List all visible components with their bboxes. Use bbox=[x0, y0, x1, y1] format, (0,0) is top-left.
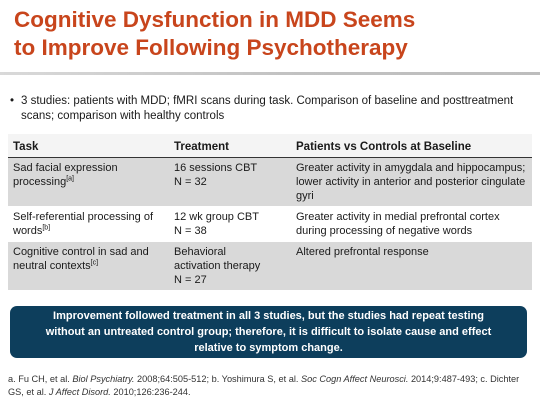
bullet-marker: • bbox=[10, 95, 15, 107]
table-row: Cognitive control in sad and neutral con… bbox=[8, 241, 532, 291]
table-row: Sad facial expression processing[a] 16 s… bbox=[8, 157, 532, 207]
treatment-cell: Behavioral activation therapy N = 27 bbox=[169, 241, 291, 291]
slide-title-line-1: Cognitive Dysfunction in MDD Seems bbox=[14, 7, 416, 32]
finding-cell: Altered prefrontal response bbox=[291, 241, 532, 291]
callout-text: Improvement followed treatment in all 3 … bbox=[45, 310, 492, 354]
finding-cell: Greater activity in amygdala and hippoca… bbox=[291, 157, 532, 207]
references: a. Fu CH, et al. Biol Psychiatry. 2008;6… bbox=[8, 373, 536, 399]
ref-b-text: 2008;64:505-512; b. Yoshimura S, et al. bbox=[134, 374, 301, 384]
task-cell: Cognitive control in sad and neutral con… bbox=[8, 241, 169, 291]
finding-cell: Greater activity in medial prefrontal co… bbox=[291, 206, 532, 242]
bullet-text: 3 studies: patients with MDD; fMRI scans… bbox=[21, 95, 514, 122]
treatment-line: 16 sessions CBT bbox=[174, 162, 258, 174]
treatment-line: 12 wk group CBT bbox=[174, 211, 259, 223]
treatment-cell: 16 sessions CBT N = 32 bbox=[169, 157, 291, 207]
task-text: Sad facial expression processing bbox=[13, 162, 118, 188]
citation-marker: [b] bbox=[42, 224, 51, 232]
ref-a-text: a. Fu CH, et al. bbox=[8, 374, 73, 384]
ref-c-text: 2014;9:487-493; c. Dichter GS, et al. bbox=[8, 374, 520, 397]
treatment-line: N = 27 bbox=[174, 274, 207, 286]
studies-table: Task Treatment Patients vs Controls at B… bbox=[8, 134, 532, 291]
task-cell: Self-referential processing of words[b] bbox=[8, 206, 169, 242]
task-cell: Sad facial expression processing[a] bbox=[8, 157, 169, 207]
citation-marker: [c] bbox=[90, 259, 99, 267]
title-divider bbox=[0, 72, 540, 75]
task-text: Self-referential processing of words bbox=[13, 211, 154, 237]
treatment-line: Behavioral bbox=[174, 246, 226, 258]
conclusion-callout: Improvement followed treatment in all 3 … bbox=[10, 306, 527, 358]
ref-a-journal: Biol Psychiatry. bbox=[72, 374, 135, 384]
treatment-line: N = 32 bbox=[174, 176, 207, 188]
treatment-cell: 12 wk group CBT N = 38 bbox=[169, 206, 291, 242]
treatment-line: N = 38 bbox=[174, 225, 207, 237]
ref-b-journal: Soc Cogn Affect Neurosci. bbox=[300, 374, 409, 384]
header-baseline: Patients vs Controls at Baseline bbox=[291, 134, 532, 158]
slide-title-line-2: to Improve Following Psychotherapy bbox=[14, 35, 408, 60]
treatment-line: activation therapy bbox=[174, 260, 261, 272]
ref-end-text: 2010;126:236-244. bbox=[110, 387, 191, 397]
bullet-point: • 3 studies: patients with MDD; fMRI sca… bbox=[10, 94, 530, 124]
task-text: Cognitive control in sad and neutral con… bbox=[13, 246, 149, 272]
table-header-row: Task Treatment Patients vs Controls at B… bbox=[8, 134, 532, 158]
ref-c-journal: J Affect Disord. bbox=[48, 387, 111, 397]
header-task: Task bbox=[8, 134, 169, 158]
table-row: Self-referential processing of words[b] … bbox=[8, 206, 532, 242]
header-treatment: Treatment bbox=[169, 134, 291, 158]
slide-title: Cognitive Dysfunction in MDD Seems to Im… bbox=[14, 6, 529, 62]
citation-marker: [a] bbox=[66, 175, 74, 183]
